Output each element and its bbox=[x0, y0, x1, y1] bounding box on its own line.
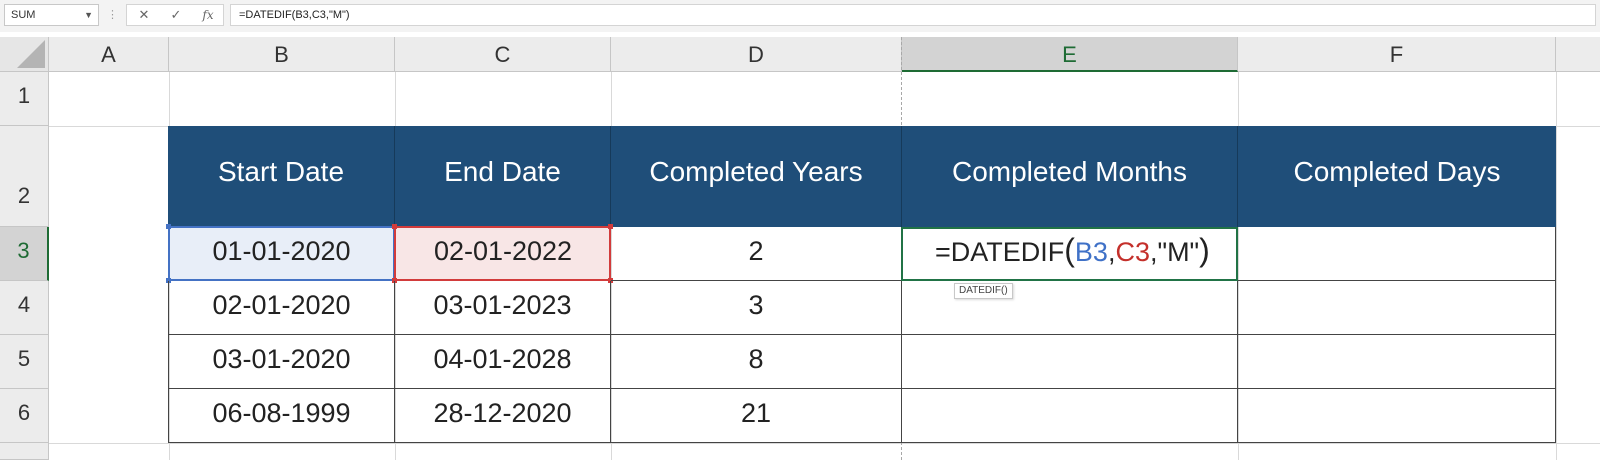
cell-formula-editor[interactable]: =DATEDIF(B3,C3,"M") bbox=[935, 227, 1210, 277]
select-all-triangle-icon bbox=[17, 40, 45, 68]
range-highlight-c3 bbox=[394, 226, 611, 281]
cell-e5[interactable] bbox=[902, 335, 1238, 389]
formula-ref-b3: B3 bbox=[1074, 237, 1108, 267]
cell-f3[interactable] bbox=[1238, 227, 1556, 281]
drag-handle-icon[interactable]: ⋮ bbox=[107, 9, 118, 21]
cell-e6[interactable] bbox=[902, 389, 1238, 443]
table-header-completed-days[interactable]: Completed Days bbox=[1238, 126, 1556, 227]
cell-d5[interactable]: 8 bbox=[611, 335, 902, 389]
check-icon[interactable]: ✓ bbox=[170, 7, 182, 22]
cell-c5[interactable]: 04-01-2028 bbox=[395, 335, 611, 389]
cell-c3[interactable]: 02-01-2022 bbox=[433, 236, 573, 266]
chevron-down-icon[interactable]: ▼ bbox=[84, 10, 93, 20]
fx-icon[interactable]: fx bbox=[202, 8, 214, 22]
gridline bbox=[1556, 72, 1557, 460]
formula-function-name: =DATEDIF bbox=[935, 237, 1065, 267]
name-box[interactable]: SUM ▼ bbox=[4, 4, 99, 26]
column-header-d[interactable]: D bbox=[611, 37, 902, 72]
close-icon[interactable]: ✕ bbox=[138, 7, 150, 22]
formula-bar: SUM ▼ ⋮ ✕ ✓ fx =DATEDIF(B3,C3,"M") bbox=[0, 0, 1600, 32]
column-header-b[interactable]: B bbox=[169, 37, 395, 72]
cell-b3[interactable]: 01-01-2020 bbox=[212, 236, 351, 266]
cell-b4[interactable]: 02-01-2020 bbox=[168, 281, 395, 335]
table-header-start-date[interactable]: Start Date bbox=[168, 126, 395, 227]
row-header-6[interactable]: 6 bbox=[0, 389, 49, 443]
cell-b6[interactable]: 06-08-1999 bbox=[168, 389, 395, 443]
row-header-1[interactable]: 1 bbox=[0, 72, 49, 126]
select-all-button[interactable] bbox=[0, 37, 49, 72]
cell-d4[interactable]: 3 bbox=[611, 281, 902, 335]
column-header-c[interactable]: C bbox=[395, 37, 611, 72]
cell-d6[interactable]: 21 bbox=[611, 389, 902, 443]
cell-f5[interactable] bbox=[1238, 335, 1556, 389]
row-header-2[interactable]: 2 bbox=[0, 126, 49, 227]
formula-args-rest: ,"M" bbox=[1149, 237, 1200, 267]
resize-handle[interactable] bbox=[608, 224, 613, 229]
resize-handle[interactable] bbox=[392, 278, 397, 283]
row-header-7[interactable] bbox=[0, 443, 49, 460]
gridline bbox=[49, 443, 1600, 444]
active-cell-e3[interactable] bbox=[901, 227, 1238, 281]
cell-f4[interactable] bbox=[1238, 281, 1556, 335]
cell-d3[interactable]: 2 bbox=[611, 227, 902, 281]
gridline bbox=[611, 72, 612, 460]
formula-buttons: ✕ ✓ fx bbox=[126, 4, 224, 26]
cell-e4[interactable] bbox=[902, 281, 1238, 335]
resize-handle[interactable] bbox=[166, 224, 171, 229]
formula-ref-c3: C3 bbox=[1115, 237, 1150, 267]
column-header-a[interactable]: A bbox=[49, 37, 169, 72]
range-highlight-b3 bbox=[168, 226, 395, 281]
formula-input[interactable]: =DATEDIF(B3,C3,"M") bbox=[230, 4, 1596, 26]
cell-f6[interactable] bbox=[1238, 389, 1556, 443]
cell-b5[interactable]: 03-01-2020 bbox=[168, 335, 395, 389]
function-tooltip[interactable]: DATEDIF() bbox=[954, 283, 1013, 299]
row-header-5[interactable]: 5 bbox=[0, 335, 49, 389]
column-header-e[interactable]: E bbox=[902, 37, 1238, 72]
formula-open-paren: ( bbox=[1064, 232, 1075, 268]
resize-handle[interactable] bbox=[392, 224, 397, 229]
cell-c4[interactable]: 03-01-2023 bbox=[395, 281, 611, 335]
column-header-g[interactable] bbox=[1556, 37, 1600, 72]
table-header-end-date[interactable]: End Date bbox=[395, 126, 611, 227]
row-header-3[interactable]: 3 bbox=[0, 227, 49, 281]
resize-handle[interactable] bbox=[166, 278, 171, 283]
row-header-4[interactable]: 4 bbox=[0, 281, 49, 335]
name-box-value: SUM bbox=[11, 9, 36, 21]
formula-comma: , bbox=[1107, 237, 1116, 267]
formula-close-paren: ) bbox=[1199, 232, 1210, 268]
column-header-f[interactable]: F bbox=[1238, 37, 1556, 72]
gridline bbox=[1238, 72, 1239, 460]
cell-c6[interactable]: 28-12-2020 bbox=[395, 389, 611, 443]
table-header-completed-months[interactable]: Completed Months bbox=[902, 126, 1238, 227]
table-header-completed-years[interactable]: Completed Years bbox=[611, 126, 902, 227]
resize-handle[interactable] bbox=[608, 278, 613, 283]
